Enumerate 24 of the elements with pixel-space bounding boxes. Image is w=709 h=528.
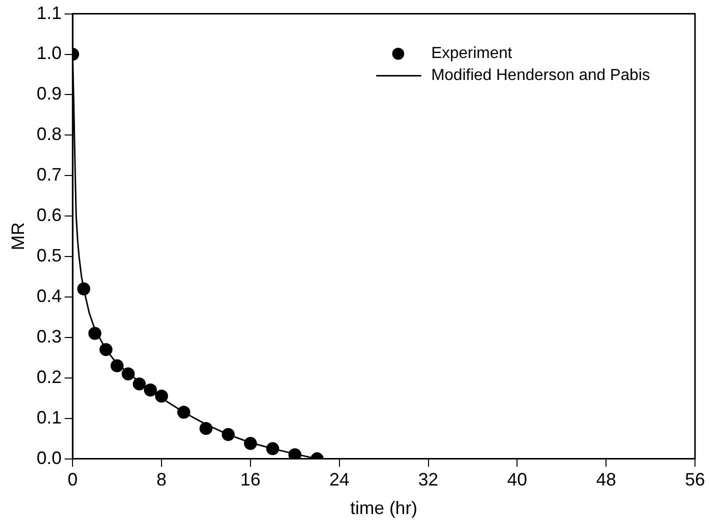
x-tick-label: 48 [596, 470, 616, 490]
y-tick-label: 0.9 [36, 84, 62, 104]
y-tick-label: 0.3 [36, 326, 62, 346]
y-tick-label: 0.8 [36, 124, 62, 144]
x-tick-label: 32 [418, 470, 438, 490]
x-tick-label: 16 [240, 470, 260, 490]
x-tick-label: 56 [684, 470, 706, 490]
y-tick-label: 0.5 [36, 245, 62, 266]
y-axis-title: MR [8, 222, 28, 250]
y-tick-label: 0.1 [36, 407, 62, 428]
legend-label: Experiment [431, 45, 513, 62]
y-tick-label: 0.7 [36, 164, 62, 185]
y-tick-label: 0.6 [36, 205, 62, 226]
x-tick-label: 8 [156, 470, 167, 490]
x-tick-label: 40 [507, 470, 528, 490]
y-tick-label: 0.0 [36, 448, 62, 468]
x-tick-label: 24 [329, 470, 350, 490]
y-tick-label: 1.0 [36, 43, 62, 64]
y-tick-label: 0.4 [36, 286, 62, 306]
legend-label: Modified Henderson and Pabis [431, 67, 650, 84]
y-tick-label: 1.1 [36, 2, 62, 23]
x-axis-title: time (hr) [350, 498, 418, 518]
x-tick-label: 0 [68, 470, 78, 490]
y-tick-label: 0.2 [36, 366, 62, 387]
